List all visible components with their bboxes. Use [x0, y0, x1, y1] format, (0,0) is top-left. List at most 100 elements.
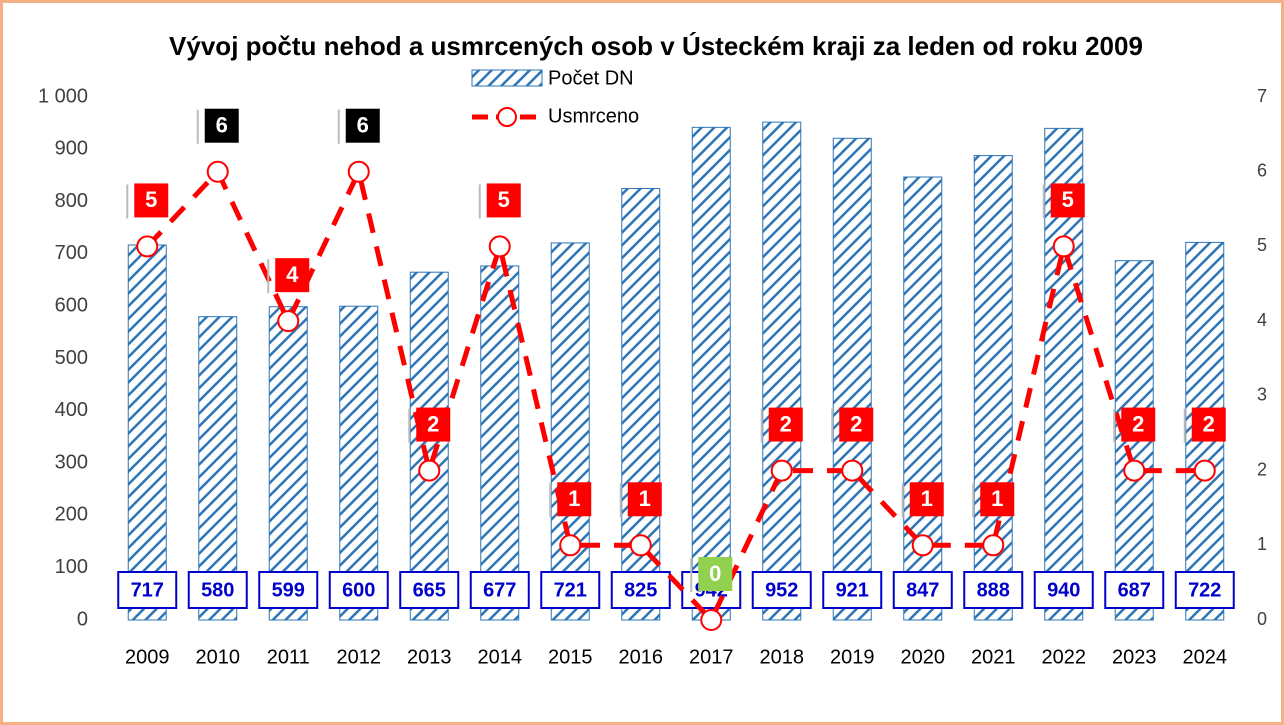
y2-tick-label: 1: [1257, 534, 1267, 554]
point-label: 1: [991, 486, 1003, 511]
y-tick-label: 300: [55, 451, 88, 473]
line: [145, 164, 1205, 625]
x-tick-label: 2015: [548, 646, 593, 668]
x-tick-label: 2021: [971, 646, 1016, 668]
y-tick-label: 600: [55, 294, 88, 316]
point-label-box: [768, 407, 803, 442]
value-label: 952: [765, 579, 798, 601]
point-label: 1: [639, 486, 651, 511]
point-label: 4: [286, 262, 299, 287]
marker: [1052, 235, 1075, 258]
value-label-box: [469, 571, 530, 609]
marker: [700, 609, 723, 631]
value-label: 847: [906, 579, 939, 601]
marker: [277, 310, 300, 333]
y-tick-label: 1 000: [38, 85, 88, 107]
bar: [198, 316, 238, 621]
point-label: 2: [780, 411, 792, 436]
legend-swatch: [471, 69, 543, 87]
y2-tick-label: 5: [1257, 235, 1267, 255]
y-tick-label: 200: [55, 504, 88, 526]
y-tick-label: 0: [77, 608, 88, 630]
point-label: 5: [498, 187, 510, 212]
point-label: 2: [1203, 411, 1215, 436]
value-label-box: [963, 571, 1024, 609]
x-tick-label: 2014: [478, 646, 523, 668]
point-label: 2: [1132, 411, 1144, 436]
x-tick-label: 2018: [760, 646, 805, 668]
x-tick-label: 2022: [1042, 646, 1087, 668]
marker: [770, 459, 793, 482]
marker: [911, 534, 934, 557]
point-label: 0: [709, 561, 721, 586]
value-label-box: [328, 571, 389, 609]
value-label: 888: [977, 579, 1010, 601]
value-label: 721: [554, 579, 587, 601]
bar: [973, 155, 1013, 621]
x-tick-label: 2013: [407, 646, 452, 668]
chart-title: Vývoj počtu nehod a usmrcených osob v Ús…: [169, 31, 1143, 61]
value-label-box: [610, 571, 671, 609]
marker: [206, 160, 229, 183]
marker: [1193, 459, 1216, 482]
y2-tick-label: 2: [1257, 459, 1267, 479]
value-label-box: [399, 571, 460, 609]
point-label-box: [839, 407, 874, 442]
value-label: 599: [272, 579, 305, 601]
value-label-box: [258, 571, 319, 609]
y2-tick-label: 6: [1257, 160, 1267, 180]
y2-tick-label: 3: [1257, 385, 1267, 405]
x-tick-label: 2012: [337, 646, 382, 668]
value-label-box: [540, 571, 601, 609]
x-tick-label: 2016: [619, 646, 664, 668]
value-label: 687: [1118, 579, 1151, 601]
point-label-box: [980, 482, 1015, 517]
value-label: 677: [483, 579, 516, 601]
point-label: 2: [850, 411, 862, 436]
marker: [488, 235, 511, 258]
x-tick-label: 2011: [267, 646, 310, 668]
legend-marker: [497, 107, 517, 127]
x-tick-label: 2024: [1183, 646, 1228, 668]
point-label: 5: [1062, 187, 1074, 212]
point-label-box: [1050, 183, 1085, 218]
value-label: 717: [131, 579, 164, 601]
point-label: 6: [216, 113, 228, 138]
point-label-box: [134, 183, 169, 218]
point-label: 1: [921, 486, 933, 511]
y-tick-label: 700: [55, 242, 88, 264]
x-tick-label: 2023: [1112, 646, 1157, 668]
point-label-box: [909, 482, 944, 517]
legend-label: Usmrceno: [548, 105, 639, 127]
value-label-box: [117, 571, 178, 609]
marker: [559, 534, 582, 557]
y-tick-label: 800: [55, 190, 88, 212]
value-label-box: [1174, 571, 1235, 609]
value-label: 580: [201, 579, 234, 601]
y-tick-label: 900: [55, 138, 88, 160]
marker: [1123, 459, 1146, 482]
point-label-box: [275, 258, 310, 293]
value-label-box: [822, 571, 883, 609]
marker: [136, 235, 159, 258]
y2-tick-label: 7: [1257, 86, 1267, 106]
y-tick-label: 500: [55, 347, 88, 369]
point-label-box: [1191, 407, 1226, 442]
bar: [409, 271, 449, 621]
bar: [762, 121, 802, 621]
marker: [347, 160, 370, 183]
point-label-box: [204, 108, 239, 143]
value-label: 940: [1047, 579, 1080, 601]
point-label-box: [557, 482, 592, 517]
bar: [480, 265, 520, 621]
point-label: 5: [145, 187, 157, 212]
marker: [841, 459, 864, 482]
point-label: 6: [357, 113, 369, 138]
point-label-box: [345, 108, 380, 143]
value-label: 722: [1188, 579, 1221, 601]
value-label-box: [1033, 571, 1094, 609]
marker: [418, 459, 441, 482]
value-label-box: [1104, 571, 1165, 609]
value-label: 921: [836, 579, 869, 601]
value-label-box: [751, 571, 812, 609]
